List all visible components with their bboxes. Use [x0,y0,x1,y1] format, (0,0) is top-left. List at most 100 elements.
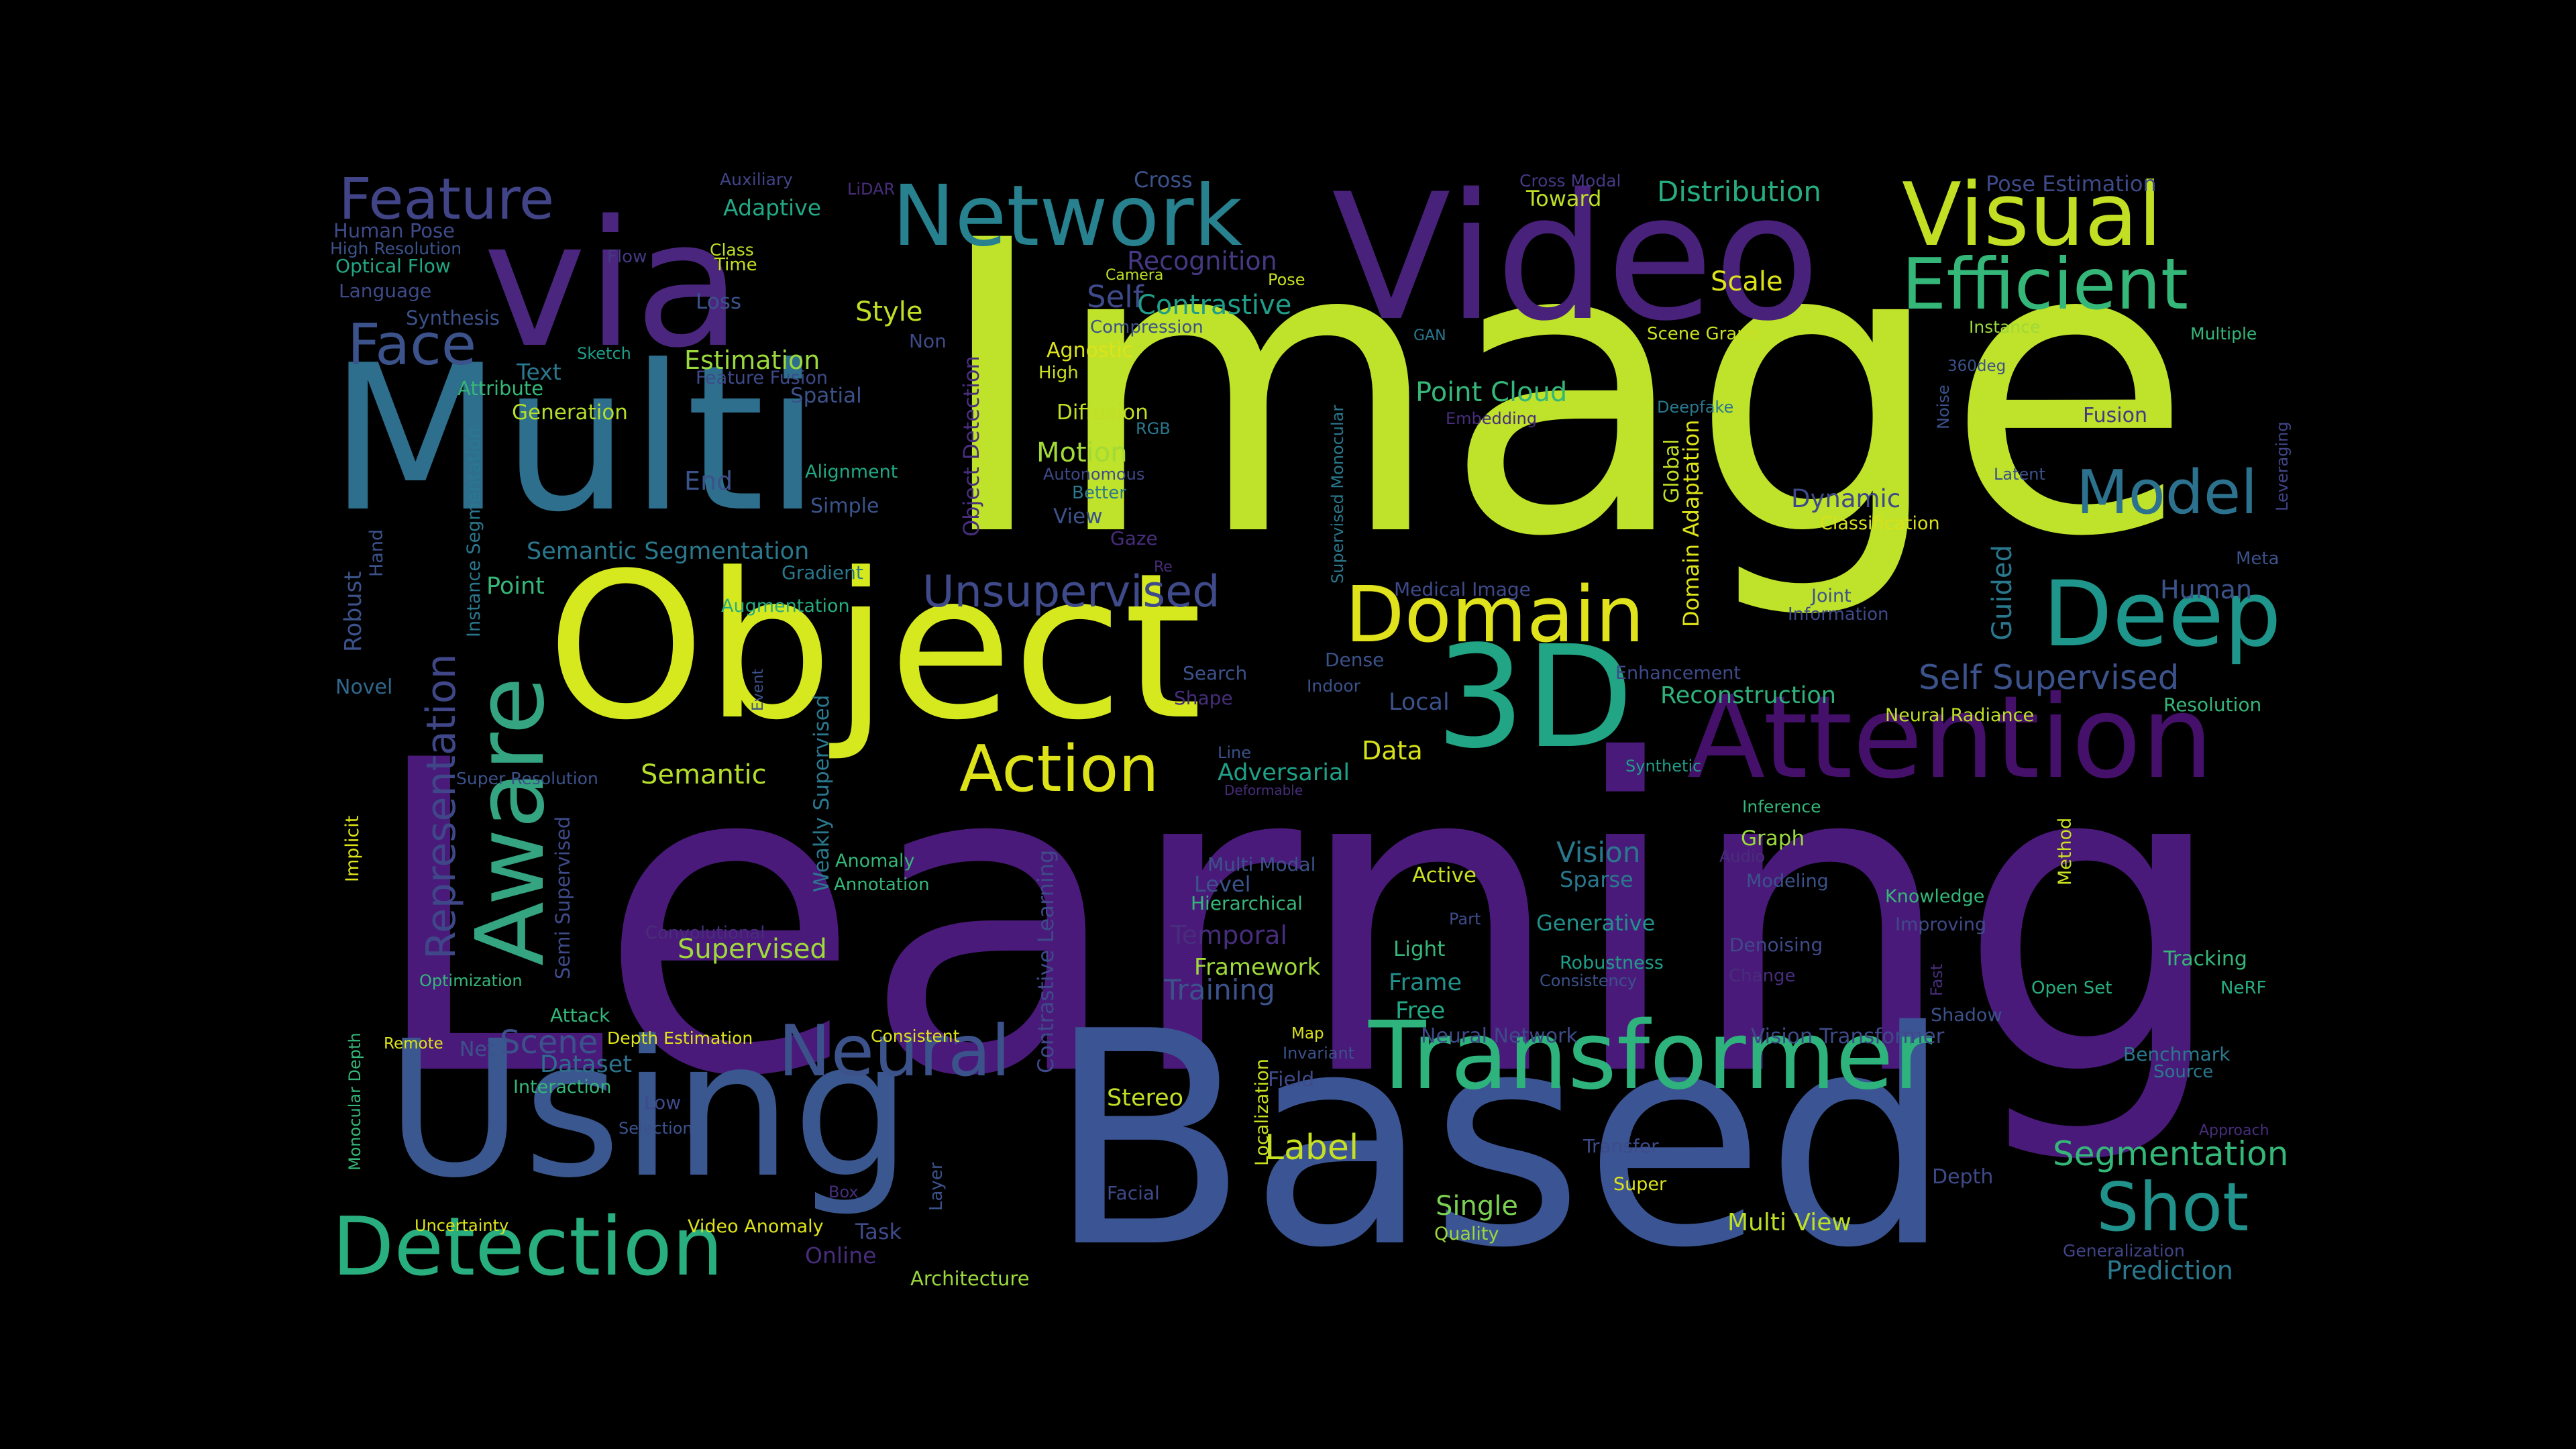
word-augmentation: Augmentation [721,596,850,616]
word-based: Based [1046,969,1953,1312]
word-object: Object [547,530,1203,764]
word-distribution: Distribution [1657,175,1822,208]
word-depth: Depth [1932,1165,1994,1189]
word-human: Human [2160,575,2253,604]
word-super-resolution: Super Resolution [456,769,598,788]
word-medical-image: Medical Image [1394,578,1531,600]
word-information: Information [1788,604,1889,625]
word-reconstruction: Reconstruction [1660,682,1836,709]
word-depth-estimation: Depth Estimation [607,1028,753,1048]
word-simple: Simple [810,494,879,518]
word-joint: Joint [1811,586,1851,606]
word-feature: Feature [339,166,555,233]
word-cross: Cross [1134,167,1193,193]
word-uncertainty: Uncertainty [415,1216,509,1235]
word-nerf: NeRF [2220,978,2267,998]
word-leveraging: Leveraging [2273,421,2292,511]
word-robustness: Robustness [1560,953,1664,973]
word-guided: Guided [1987,545,2018,641]
word-adaptive: Adaptive [723,195,822,221]
word-single: Single [1436,1191,1518,1222]
word-generative: Generative [1536,910,1656,936]
word-benchmark: Benchmark [2123,1043,2231,1065]
word-meta: Meta [2236,549,2279,569]
word-shot: Shot [2096,1168,2249,1246]
word-deepfake: Deepfake [1657,398,1734,417]
word-face: Face [347,312,477,378]
word-free: Free [1395,998,1446,1024]
word-weakly-supervised: Weakly Supervised [810,694,834,892]
word-consistency: Consistency [1540,971,1638,990]
word-pose: Pose [1268,270,1305,289]
word-360deg: 360deg [1947,358,2006,375]
word-text: Text [517,359,561,385]
word-online: Online [805,1242,877,1269]
word-source: Source [2153,1062,2214,1082]
word-high-resolution: High Resolution [330,239,462,258]
word-fast: Fast [1927,963,1946,996]
word-tracking: Tracking [2163,947,2247,971]
word-stereo: Stereo [1107,1085,1184,1112]
word-event: Event [750,668,767,711]
word-adversarial: Adversarial [1218,759,1350,786]
word-annotation: Annotation [834,875,930,895]
word-optimization: Optimization [419,971,523,990]
word-vision-transformer: Vision Transformer [1751,1024,1945,1049]
word-language: Language [339,280,432,302]
word-generation: Generation [512,400,628,425]
word-self-supervised: Self Supervised [1919,658,2180,697]
word-multiple: Multiple [2190,324,2257,343]
word-classification: Classification [1820,513,1940,534]
word-view: View [1053,504,1103,529]
word-class: Class [710,240,754,260]
word-agnostic: Agnostic [1046,339,1134,362]
word-denoising: Denoising [1729,934,1823,956]
word-time: Time [714,255,757,275]
word-field: Field [1268,1068,1315,1091]
word-map: Map [1291,1025,1324,1042]
word-efficient: Efficient [1902,244,2189,325]
word-estimation: Estimation [684,345,820,375]
word-line: Line [1218,743,1252,762]
word-neural-radiance: Neural Radiance [1885,705,2035,726]
word-feature-fusion: Feature Fusion [696,368,828,388]
word-attention: Attention [1687,672,2214,804]
word-object-detection: Object Detection [959,356,984,537]
word-selection: Selection [619,1119,693,1138]
word-self: Self [1087,279,1144,315]
word-anomaly: Anomaly [835,851,915,871]
word-semi-supervised: Semi Supervised [551,816,574,979]
word-consistent: Consistent [871,1026,960,1046]
word-instance: Instance [1969,317,2041,337]
word-instance-segmentation: Instance Segmentation [464,427,484,637]
word-active: Active [1412,863,1477,888]
word-segmentation: Segmentation [2053,1134,2289,1173]
word-visual: Visual [1902,164,2163,266]
word-unsupervised: Unsupervised [922,567,1220,617]
word-contrastive: Contrastive [1137,290,1292,321]
word-dataset: Dataset [540,1051,633,1078]
word-robust: Robust [340,571,367,652]
word-toward: Toward [1526,186,1602,211]
word-task: Task [855,1219,902,1244]
word-point-cloud: Point Cloud [1415,377,1568,408]
word-attribute: Attribute [458,377,544,400]
word-data: Data [1362,736,1423,765]
word-facial: Facial [1107,1182,1160,1204]
word-box: Box [828,1183,859,1201]
word-improving: Improving [1895,914,1987,935]
word-gaze: Gaze [1110,527,1158,549]
word-end: End [684,466,733,496]
word-scene: Scene [500,1024,598,1061]
word-invariant: Invariant [1283,1044,1355,1063]
word-deep: Deep [2043,561,2282,667]
word-re: Re [1154,559,1173,576]
word-neural-network: Neural Network [1421,1024,1578,1048]
word-graph: Graph [1741,826,1805,851]
word-flow: Flow [607,247,647,267]
word-embedding: Embedding [1446,409,1538,428]
word-autonomous: Autonomous [1043,465,1145,484]
word-alignment: Alignment [805,462,898,482]
word-cross-modal: Cross Modal [1519,171,1621,191]
word-deformable: Deformable [1224,782,1303,798]
